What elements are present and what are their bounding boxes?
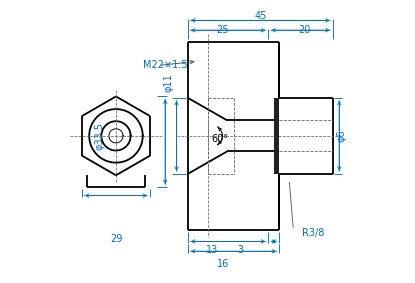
Text: φ11: φ11 (163, 73, 173, 92)
Bar (274, 98, 279, 174)
Text: 60°: 60° (212, 134, 229, 144)
Text: φ6: φ6 (336, 130, 346, 142)
Text: 3: 3 (237, 245, 243, 255)
Text: 20: 20 (298, 25, 311, 35)
Text: R3/8: R3/8 (302, 228, 324, 238)
Text: φ33.5: φ33.5 (94, 122, 104, 150)
Text: 45: 45 (255, 11, 267, 21)
Text: 29: 29 (110, 234, 122, 244)
Text: 16: 16 (217, 259, 229, 269)
Text: 13: 13 (205, 245, 218, 255)
Text: M22×1.5: M22×1.5 (143, 61, 187, 70)
Text: 25: 25 (217, 25, 229, 35)
